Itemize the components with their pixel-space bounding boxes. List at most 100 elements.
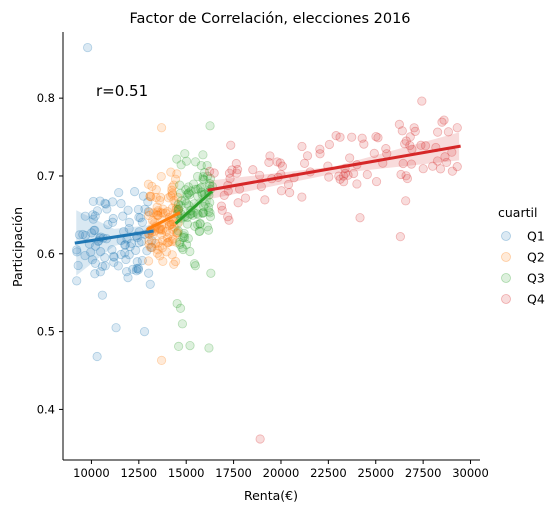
point-q2 <box>171 228 181 238</box>
point-q4 <box>283 179 294 190</box>
x-tick-label: 17500 <box>215 466 252 480</box>
point-q4 <box>345 153 355 163</box>
point-q1 <box>95 247 106 257</box>
point-q2 <box>167 182 177 192</box>
point-q1 <box>72 245 82 255</box>
point-q4 <box>409 123 419 133</box>
point-q4 <box>276 186 287 196</box>
point-q2 <box>162 207 173 217</box>
point-q2 <box>156 225 166 235</box>
point-q2 <box>151 185 161 195</box>
point-q3 <box>185 190 195 200</box>
point-q3 <box>183 182 194 192</box>
point-q2 <box>172 228 183 238</box>
point-q4 <box>255 434 265 444</box>
legend-title: cuartil <box>498 205 537 220</box>
point-q2 <box>153 238 163 248</box>
point-q3 <box>182 198 192 208</box>
point-q4 <box>275 158 285 168</box>
ci-band-q1 <box>76 210 153 276</box>
point-q1 <box>80 211 90 221</box>
point-q3 <box>172 298 182 309</box>
chart-title: Factor de Correlación, elecciones 2016 <box>129 11 410 27</box>
point-q3 <box>192 171 203 182</box>
point-q4 <box>302 151 313 161</box>
point-q2 <box>170 256 181 267</box>
point-q3 <box>198 174 208 184</box>
point-q4 <box>223 212 233 222</box>
point-q4 <box>410 126 420 136</box>
point-q4 <box>398 158 408 169</box>
point-q1 <box>145 279 155 289</box>
point-q4 <box>324 139 335 150</box>
point-q1 <box>101 199 111 209</box>
point-q4 <box>394 119 404 129</box>
point-q3 <box>173 226 183 236</box>
point-q1 <box>144 268 154 278</box>
point-q1 <box>123 272 133 283</box>
point-q4 <box>324 172 334 182</box>
point-q1 <box>90 225 100 235</box>
point-q4 <box>396 169 406 180</box>
legend: cuartil Q1 Q2 Q3 Q4 <box>498 205 545 307</box>
point-q3 <box>193 191 203 201</box>
point-q4 <box>440 152 450 162</box>
point-q2 <box>169 259 179 269</box>
point-q2 <box>165 229 175 239</box>
point-q1 <box>74 230 85 240</box>
plot-area: 10000 12500 15000 17500 20000 22500 25000 27500… <box>37 32 489 480</box>
point-q4 <box>433 127 443 137</box>
point-q4 <box>401 136 411 146</box>
point-q4 <box>231 158 241 169</box>
point-q4 <box>334 171 344 181</box>
point-q4 <box>400 139 410 149</box>
point-q4 <box>219 190 229 200</box>
point-q3 <box>186 186 196 196</box>
point-q2 <box>156 355 167 365</box>
point-q1 <box>89 225 99 236</box>
x-tick-label: 10000 <box>73 466 110 480</box>
point-q1 <box>72 247 82 257</box>
point-q4 <box>297 192 307 202</box>
point-q3 <box>181 240 192 250</box>
point-q4 <box>224 168 235 178</box>
point-q1 <box>103 220 113 230</box>
point-q3 <box>196 182 206 192</box>
legend-label-q3: Q3 <box>527 271 545 286</box>
point-q2 <box>161 247 172 257</box>
point-q4 <box>439 115 449 125</box>
point-q3 <box>190 157 201 167</box>
point-q2 <box>143 256 154 266</box>
point-q4 <box>217 205 227 215</box>
point-q1 <box>88 210 98 220</box>
point-q2 <box>144 210 154 221</box>
point-q3 <box>203 225 214 235</box>
point-q3 <box>205 121 215 131</box>
point-q3 <box>178 233 188 243</box>
point-q1 <box>92 206 103 216</box>
point-q2 <box>144 236 154 246</box>
point-q1 <box>100 198 110 208</box>
point-q4 <box>371 176 382 187</box>
point-q4 <box>260 195 270 205</box>
point-q2 <box>145 191 155 201</box>
point-q2 <box>145 242 156 252</box>
point-q2 <box>158 225 168 235</box>
point-q3 <box>205 208 215 218</box>
point-q4 <box>226 140 236 150</box>
point-q4 <box>225 173 235 184</box>
point-q2 <box>155 251 165 261</box>
point-q3 <box>185 246 195 257</box>
point-q1 <box>109 257 119 267</box>
point-q3 <box>183 188 193 198</box>
point-q2 <box>151 192 161 203</box>
point-q2 <box>156 171 166 182</box>
x-tick-label: 30000 <box>452 466 489 480</box>
point-q2 <box>160 208 171 218</box>
point-q4 <box>401 196 411 206</box>
y-tick-label: 0.8 <box>37 91 55 105</box>
point-q4 <box>338 171 349 181</box>
point-q2 <box>162 238 173 248</box>
point-q3 <box>180 149 190 159</box>
point-q3 <box>175 188 186 198</box>
